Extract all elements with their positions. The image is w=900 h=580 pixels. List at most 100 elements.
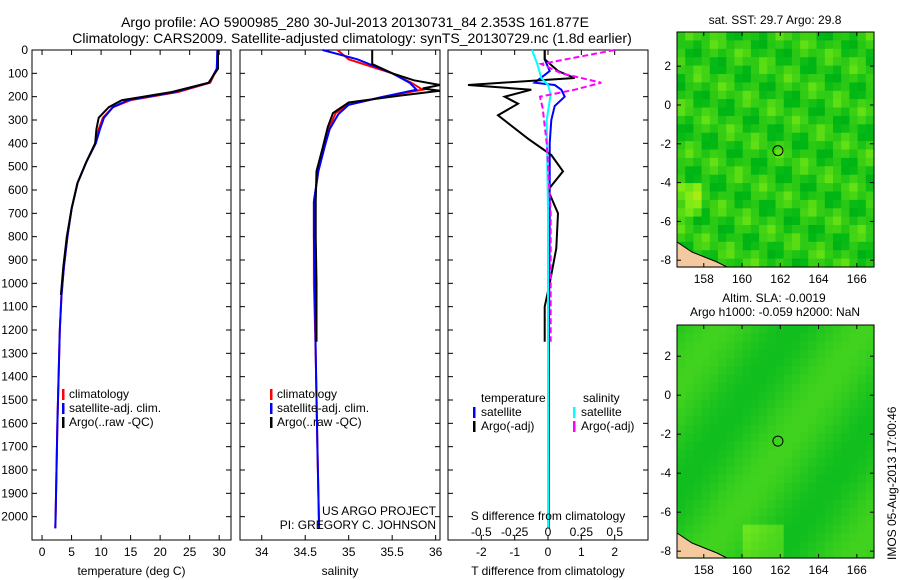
map-cell	[701, 157, 711, 167]
map-cell	[709, 533, 719, 542]
map-cell	[734, 241, 744, 251]
map-cell	[865, 358, 875, 368]
map-cell	[849, 366, 859, 376]
x-tick-label: 5	[68, 545, 75, 559]
map-cell	[808, 132, 818, 142]
map-cell	[824, 458, 834, 467]
map-cell	[726, 424, 736, 434]
map-cell	[701, 325, 711, 334]
map-cell	[865, 74, 875, 83]
map-cell	[824, 115, 834, 125]
map-cell	[693, 325, 703, 334]
map-cell	[742, 107, 752, 117]
map-cell	[808, 241, 818, 251]
y-tick-label: 2	[664, 59, 671, 73]
series-line-argo-raw-qc-	[59, 50, 219, 296]
y-tick-label: 1800	[1, 463, 28, 477]
map-cell	[709, 383, 719, 393]
map-cell	[857, 466, 867, 476]
map-cell	[783, 166, 793, 176]
map-cell	[726, 541, 736, 551]
map-cell	[767, 341, 777, 351]
map-cell	[791, 524, 801, 534]
map-cell	[750, 383, 760, 393]
map-cell	[759, 333, 768, 343]
map-cell	[783, 57, 793, 67]
map-cell	[718, 250, 727, 260]
map-cell	[701, 499, 711, 509]
map-cell	[734, 524, 744, 534]
map-cell	[742, 483, 752, 492]
map-cell	[693, 333, 703, 343]
map-cell	[750, 325, 760, 334]
x2-axis-label: S difference from climatology	[471, 509, 626, 523]
map-cell	[726, 350, 736, 359]
map-cell	[775, 57, 785, 67]
map-cell	[767, 549, 777, 559]
map-cell	[718, 350, 727, 359]
map-cell	[742, 466, 752, 476]
map-cell	[857, 216, 867, 226]
map-cell	[783, 391, 793, 401]
map-cell	[824, 183, 834, 193]
sla-map-title: Altim. SLA: -0.0019	[722, 291, 826, 305]
map-cell	[759, 166, 768, 176]
x2-tick-label: 0.25	[570, 525, 594, 539]
map-cell	[791, 74, 801, 83]
map-cell	[841, 358, 850, 368]
map-cell	[685, 124, 694, 134]
map-cell	[775, 416, 785, 426]
map-cell	[767, 383, 777, 393]
map-cell	[808, 157, 818, 167]
map-cell	[775, 241, 785, 251]
x-tick-label: 25	[183, 545, 197, 559]
map-cell	[841, 124, 850, 134]
map-cell	[841, 199, 850, 209]
map-cell	[767, 57, 777, 67]
map-cell	[808, 499, 818, 509]
map-cell	[718, 325, 727, 334]
map-cell	[800, 491, 809, 501]
map-cell	[833, 199, 842, 209]
map-cell	[718, 208, 727, 218]
map-cell	[726, 166, 736, 176]
map-cell	[693, 48, 703, 58]
map-cell	[677, 99, 686, 109]
map-cell	[833, 366, 842, 376]
map-cell	[726, 65, 736, 75]
map-cell	[857, 82, 867, 92]
map-cell	[833, 424, 842, 434]
map-cell	[775, 250, 785, 260]
map-cell	[783, 191, 793, 201]
map-cell	[718, 491, 727, 501]
map-cell	[775, 124, 785, 134]
map-cell	[833, 32, 842, 41]
map-cell	[816, 491, 826, 501]
map-cell	[709, 466, 719, 476]
map-cell	[701, 491, 711, 501]
map-cell	[857, 258, 867, 268]
map-cell	[677, 191, 686, 201]
map-cell	[677, 466, 686, 476]
map-cell	[685, 208, 694, 218]
map-cell	[841, 74, 850, 83]
map-cell	[841, 191, 850, 201]
map-cell	[767, 40, 777, 50]
map-cell	[849, 250, 859, 260]
map-cell	[833, 408, 842, 418]
map-cell	[718, 149, 727, 159]
map-cell	[800, 99, 809, 109]
map-cell	[775, 399, 785, 409]
map-cell	[857, 208, 867, 218]
map-cell	[816, 391, 826, 401]
map-cell	[759, 149, 768, 159]
map-cell	[685, 483, 694, 492]
map-cell	[865, 166, 875, 176]
map-cell	[857, 499, 867, 509]
map-cell	[726, 90, 736, 100]
map-cell	[742, 549, 752, 559]
map-cell	[800, 483, 809, 492]
legend-label: climatology	[277, 387, 337, 401]
map-cell	[824, 424, 834, 434]
map-cell	[808, 183, 818, 193]
